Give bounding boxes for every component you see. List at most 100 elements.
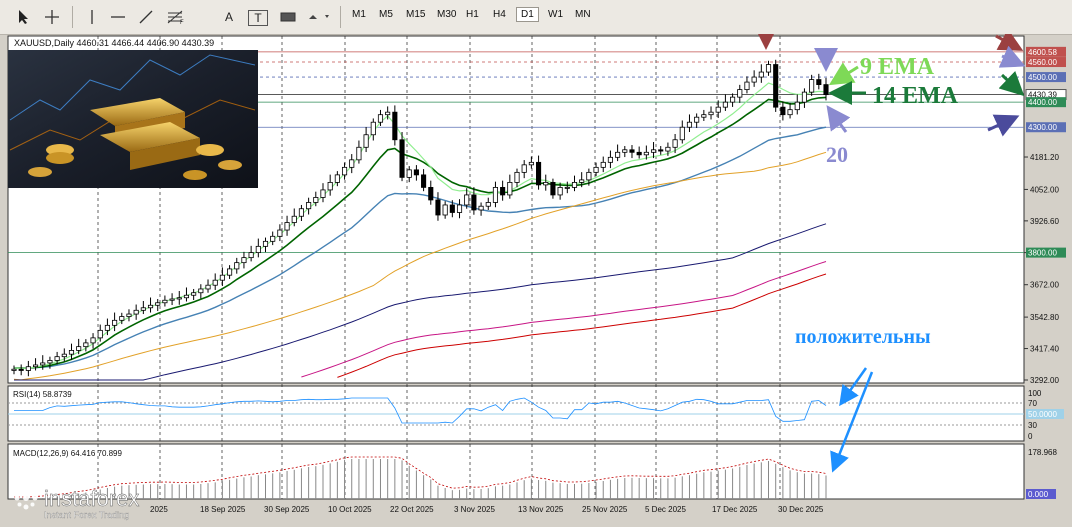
fibonacci-icon[interactable]: F (164, 7, 188, 27)
candle-body (636, 151, 642, 156)
candle (809, 74, 815, 96)
candle-body (33, 364, 39, 368)
tf-h1[interactable]: H1 (466, 9, 479, 20)
candle (306, 197, 312, 215)
label-icon[interactable]: T (248, 10, 268, 26)
toolbar: F A T M1 M5 M15 M30 H1 H4 D1 W1 MN (0, 0, 1072, 35)
horizontal-line-icon[interactable] (108, 7, 128, 27)
candle-body (686, 121, 693, 128)
rectangle-icon[interactable] (278, 7, 298, 27)
text-icon[interactable]: A (224, 10, 233, 24)
candle (334, 171, 340, 187)
candle (140, 301, 146, 315)
vertical-line-icon[interactable] (82, 7, 102, 27)
candle (61, 348, 67, 362)
candle-body (284, 222, 290, 231)
price-chart[interactable]: 4181.20 4052.00 3926.60 3672.00 3542.80 3417.… (0, 34, 1072, 523)
candle (730, 93, 736, 107)
candle (155, 299, 161, 312)
candle-body (708, 111, 714, 116)
shapes-icon[interactable] (306, 7, 332, 27)
price-label-text: 4500.00 (1028, 73, 1057, 82)
candle (464, 188, 470, 209)
candle-body (643, 151, 649, 156)
vertical-gridlines (97, 36, 781, 499)
candle (298, 204, 304, 222)
price-label-box (1026, 57, 1066, 68)
candle (557, 182, 563, 200)
price-label-text: 4430.39 (1028, 91, 1057, 100)
time-tick-label: 13 Nov 2025 (518, 505, 564, 514)
candle (564, 181, 570, 194)
crosshair-icon[interactable] (42, 7, 62, 27)
candle (212, 273, 218, 290)
ema14-line (13, 96, 827, 370)
candle (363, 126, 369, 153)
candle (528, 156, 534, 169)
macd-current: 0.000 (1028, 490, 1049, 499)
macd-indicator: MACD(12,26,9) 64.416 70.899 178.968 0.00… (13, 448, 1057, 499)
candle-body (543, 181, 549, 186)
candle-body (270, 235, 276, 242)
candle (650, 142, 657, 159)
candle (126, 309, 132, 322)
price-tick-label: 3292.00 (1030, 376, 1059, 385)
candle (550, 178, 556, 199)
price-label-text: 4560.00 (1028, 58, 1057, 67)
candle (521, 160, 527, 179)
rsi-level-0: 0 (1028, 432, 1033, 441)
candle-body (456, 204, 463, 213)
candle-body (126, 313, 132, 317)
candle-body (730, 96, 736, 103)
candle-body (780, 106, 786, 116)
tf-m15[interactable]: M15 (406, 9, 426, 20)
candle-body (327, 181, 333, 191)
candle (176, 290, 182, 305)
candle-body (61, 353, 67, 358)
tf-d1[interactable]: D1 (516, 7, 539, 22)
tf-m1[interactable]: M1 (352, 9, 366, 20)
ema14-annotation: 14 EMA (872, 83, 959, 109)
candle (744, 76, 750, 94)
candle-body (377, 114, 384, 123)
candle (507, 174, 513, 199)
candle-body (68, 350, 75, 355)
candle-body (715, 106, 721, 113)
candle (40, 355, 46, 370)
tf-mn[interactable]: MN (575, 9, 591, 20)
tf-m5[interactable]: M5 (379, 9, 393, 20)
trend-line-icon[interactable] (136, 7, 156, 27)
candle (801, 88, 807, 108)
tf-m30[interactable]: M30 (437, 9, 457, 20)
candle-body (615, 151, 621, 158)
candle (377, 109, 384, 126)
candle-body (413, 169, 419, 176)
candle (262, 237, 269, 253)
gold-image (8, 50, 258, 188)
candle-body (586, 171, 592, 181)
candle-body (701, 114, 707, 118)
candle (255, 238, 261, 258)
candle-body (90, 337, 96, 344)
candle (270, 231, 276, 246)
candle (701, 109, 707, 121)
tf-w1[interactable]: W1 (548, 9, 563, 20)
candle-body (147, 304, 154, 309)
time-tick-label: 3 Nov 2025 (454, 505, 495, 514)
candle (686, 114, 693, 132)
candle (162, 295, 168, 307)
price-label-text: 4600.58 (1028, 48, 1057, 57)
candle-body (801, 91, 807, 103)
cursor-icon[interactable] (14, 7, 34, 27)
candle-body (536, 161, 542, 186)
candles (11, 59, 829, 377)
candle (413, 165, 419, 181)
candle (787, 102, 793, 119)
candle (406, 166, 412, 183)
candle-body (679, 126, 685, 141)
candle (248, 245, 254, 262)
candle (622, 146, 628, 158)
tf-h4[interactable]: H4 (493, 9, 506, 20)
instaforex-logo: instaforex Instant Forex Trading (6, 478, 196, 522)
candle-body (183, 294, 190, 299)
